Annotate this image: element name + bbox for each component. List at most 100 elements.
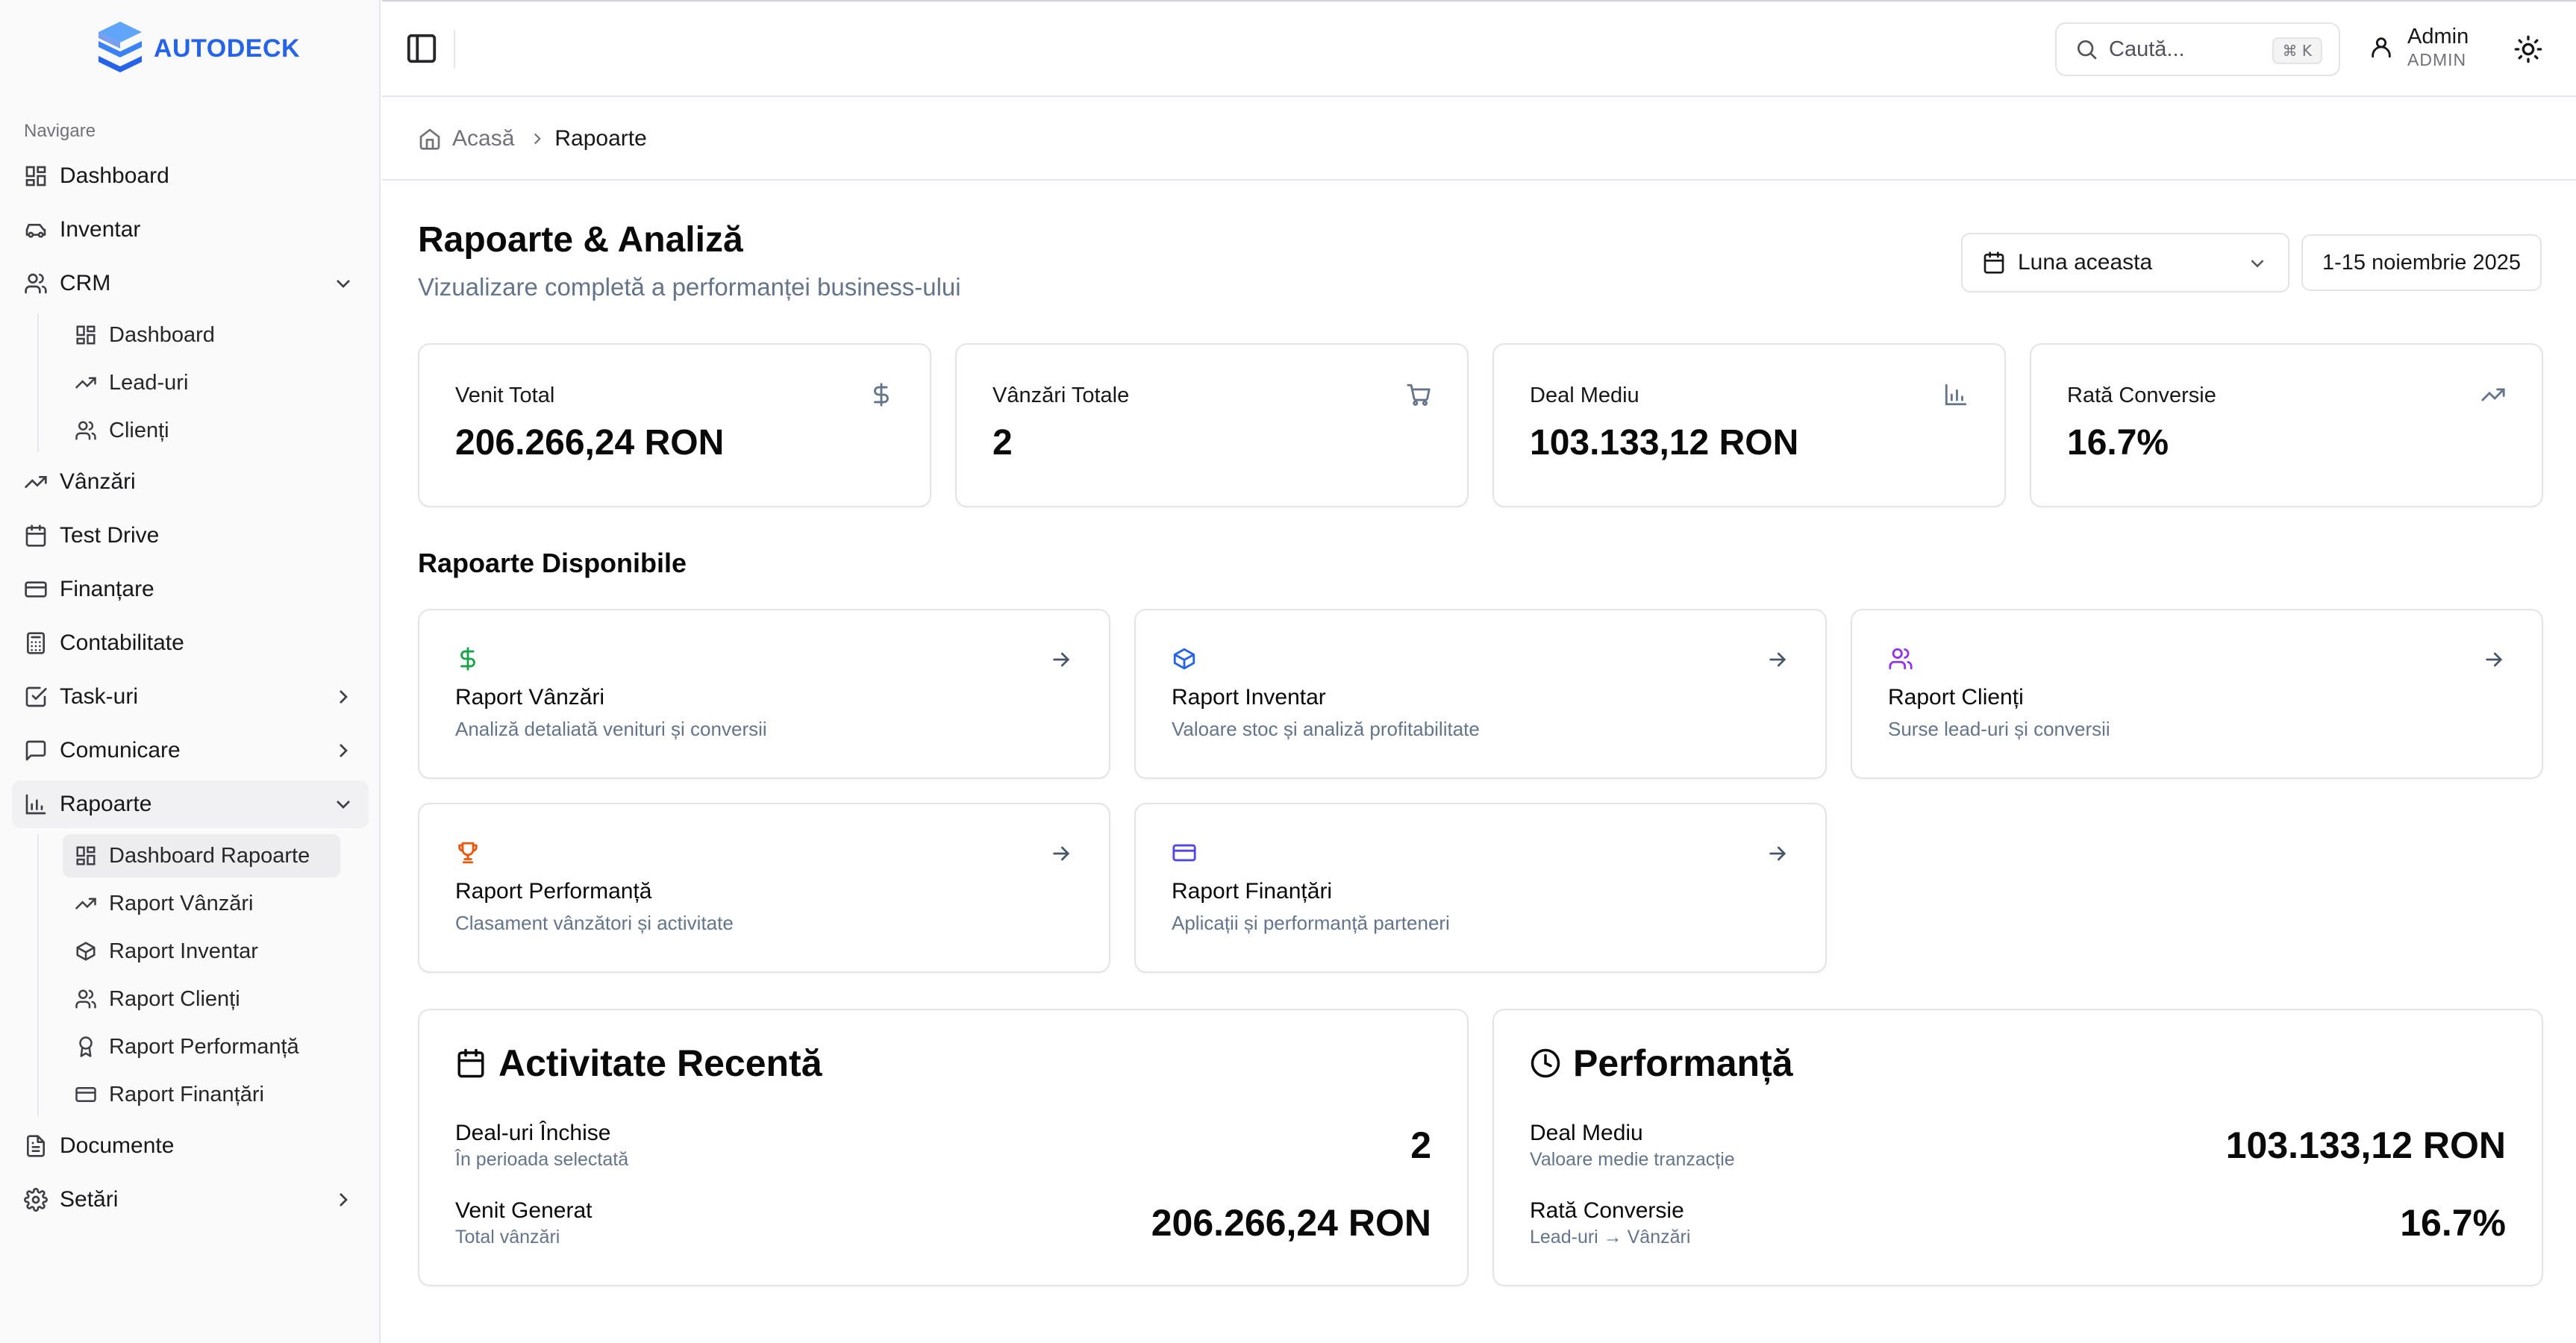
sidebar-toggle-icon[interactable] [404,31,439,66]
report-title: Raport Finanțări [1172,879,1333,904]
kpi-value: 2 [992,423,1013,463]
report-title: Raport Inventar [1172,685,1326,710]
sidebar-subitem-raport-finantari[interactable]: Raport Finanțări [63,1073,340,1116]
report-title: Raport Vânzări [455,685,605,710]
credit-card-icon [1172,844,1196,862]
trending-up-icon [75,898,96,910]
stat-label: Rată Conversie [1530,1198,1684,1223]
stat-value: 16.7% [2400,1202,2506,1244]
award-icon [79,1036,93,1057]
grid-icon [76,846,96,865]
page-title: Rapoarte & Analiză [418,220,743,260]
user-menu[interactable]: Admin ADMIN [2369,24,2469,70]
search-placeholder: Caută... [2109,37,2185,61]
search-shortcut: ⌘ K [2272,37,2322,64]
sidebar-item-label: CRM [60,271,111,295]
period-select-value: Luna aceasta [2018,250,2153,275]
sidebar-subitem-raport-clienti[interactable]: Raport Clienți [63,977,340,1021]
sidebar-subitem-raport-vanzari[interactable]: Raport Vânzări [63,882,340,925]
period-select[interactable]: Luna aceasta [1961,233,2289,292]
stat-label: Venit Generat [455,1198,593,1223]
sidebar-subitem-lead-uri[interactable]: Lead-uri [63,361,340,404]
sidebar-item-documente[interactable]: Documente [12,1122,369,1170]
logo[interactable]: AUTODECK [96,18,300,79]
report-card-performanta[interactable]: Raport Performanță Clasament vânzători ș… [418,803,1110,973]
sidebar-item-label: Dashboard [60,163,169,188]
nav-heading: Navigare [24,121,96,141]
dollar-icon [874,383,889,407]
stat-value: 206.266,24 RON [1151,1202,1431,1244]
file-icon [27,1135,45,1157]
sidebar-subitem-raport-performanta[interactable]: Raport Performanță [63,1025,340,1068]
breadcrumb: Acasă Rapoarte [382,98,2576,181]
kpi-label: Deal Mediu [1530,384,1639,407]
sidebar-subitem-label: Clienți [109,418,169,442]
divider [454,30,455,69]
sidebar-item-vanzari[interactable]: Vânzări [12,458,369,506]
report-card-vanzari[interactable]: Raport Vânzări Analiză detaliată venitur… [418,609,1110,779]
sidebar-item-label: Vânzări [60,469,136,494]
sidebar-item-rapoarte[interactable]: Rapoarte [12,780,369,828]
grid-icon [25,166,46,187]
sidebar-item-finantare[interactable]: Finanțare [12,566,369,613]
sidebar-item-dashboard[interactable]: Dashboard [12,152,369,200]
clock-icon [1531,1048,1560,1078]
sidebar-item-crm[interactable]: CRM [12,260,369,307]
sidebar-subitem-label: Raport Vânzări [109,891,254,915]
report-description: Aplicații și performanță parteneri [1172,912,1450,934]
breadcrumb-home[interactable]: Acasă [452,126,515,151]
section-title: Rapoarte Disponibile [418,548,687,578]
sidebar-item-label: Documente [60,1133,175,1158]
users-icon [25,273,47,294]
sidebar-subitem-crm-dashboard[interactable]: Dashboard [63,313,340,357]
sun-icon[interactable] [2513,34,2543,64]
cart-icon [1407,384,1431,406]
report-card-finantari[interactable]: Raport Finanțări Aplicații și performanț… [1134,803,1827,973]
sidebar-subitem-raport-inventar[interactable]: Raport Inventar [63,930,340,973]
report-card-inventar[interactable]: Raport Inventar Valoare stoc și analiză … [1134,609,1827,779]
users-icon [75,989,96,1009]
sidebar-item-comunicare[interactable]: Comunicare [12,727,369,774]
sidebar-item-task-uri[interactable]: Task-uri [12,673,369,721]
sidebar-subitem-label: Raport Performanță [109,1034,299,1059]
sidebar-subitem-dashboard-rapoarte[interactable]: Dashboard Rapoarte [63,834,340,877]
kpi-label: Vânzări Totale [992,384,1130,407]
stat-value: 103.133,12 RON [2225,1124,2506,1166]
chevron-down-icon [2251,260,2264,268]
trending-up-icon [2481,388,2505,401]
chevron-down-icon[interactable] [331,792,355,816]
bar-chart-icon [25,794,46,815]
kpi-card-vanzari: Vânzări Totale 2 [955,343,1469,507]
chevron-right-icon[interactable] [331,1188,355,1212]
sidebar-subitem-clienti[interactable]: Clienți [63,409,340,452]
car-icon [25,224,46,238]
kpi-card-venit: Venit Total 206.266,24 RON [418,343,931,507]
search-input[interactable]: Caută... ⌘ K [2055,22,2340,76]
logo-icon [99,22,142,72]
sidebar-subitem-label: Raport Inventar [109,939,258,963]
sidebar-item-contabilitate[interactable]: Contabilitate [12,619,369,667]
sidebar-item-label: Test Drive [60,523,160,548]
sidebar-item-inventar[interactable]: Inventar [12,206,369,254]
sidebar-item-label: Setări [60,1187,119,1212]
kpi-value: 103.133,12 RON [1530,423,1799,463]
sidebar-item-label: Task-uri [60,684,139,709]
sidebar-item-test-drive[interactable]: Test Drive [12,512,369,560]
report-card-clienti[interactable]: Raport Clienți Surse lead-uri și convers… [1851,609,2543,779]
panel-title: Activitate Recentă [455,1042,822,1085]
sidebar-item-label: Rapoarte [60,792,152,816]
chevron-down-icon[interactable] [331,272,355,295]
page-subtitle: Vizualizare completă a performanței busi… [418,273,961,301]
kpi-value: 206.266,24 RON [455,423,725,463]
trending-up-icon [25,476,47,488]
chevron-right-icon[interactable] [331,685,355,709]
activity-panel: Activitate Recentă Deal-uri Închise În p… [418,1009,1469,1286]
chevron-right-icon[interactable] [331,739,355,763]
stat-sublabel: În perioada selectată [455,1149,629,1170]
arrow-right-icon [1053,652,1070,667]
performance-panel: Performanță Deal Mediu Valoare medie tra… [1492,1009,2543,1286]
report-description: Analiză detaliată venituri și conversii [455,718,767,740]
stat-sublabel: Valoare medie tranzacție [1530,1149,1735,1170]
kpi-card-deal-mediu: Deal Mediu 103.133,12 RON [1492,343,2006,507]
sidebar-item-setari[interactable]: Setări [12,1176,369,1224]
